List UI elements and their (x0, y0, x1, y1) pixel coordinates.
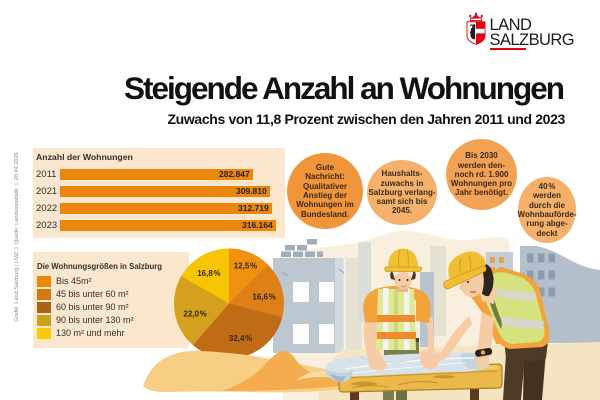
svg-text:16,8 %: 16,8 % (197, 269, 220, 278)
svg-text:32,4 %: 32,4 % (229, 334, 252, 343)
svg-text:12,5 %: 12,5 % (234, 261, 257, 270)
svg-text:22,0 %: 22,0 % (183, 310, 206, 319)
svg-text:16,6 %: 16,6 % (252, 292, 275, 301)
